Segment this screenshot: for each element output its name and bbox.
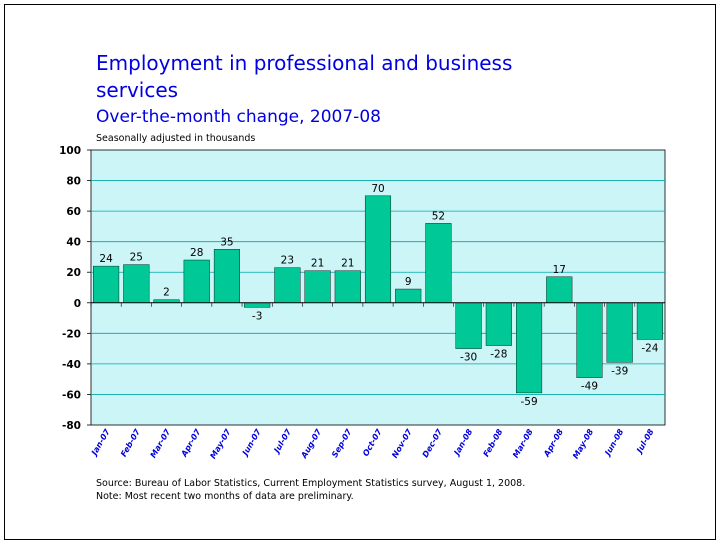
x-tick-label: Aug-07: [299, 427, 324, 461]
y-tick-label: 20: [66, 267, 81, 279]
bar: [123, 264, 150, 303]
x-tick-label: Oct-07: [361, 427, 384, 458]
y-tick-label: -40: [62, 359, 81, 371]
y-tick-label: -80: [62, 420, 81, 432]
bar-value-label: 52: [432, 210, 445, 222]
bar-value-label: 21: [341, 258, 354, 270]
x-tick-label: Dec-07: [421, 427, 445, 459]
y-tick-label: 60: [66, 206, 81, 218]
bar: [516, 302, 543, 394]
bar: [274, 267, 301, 303]
x-tick-label: Apr-07: [179, 427, 203, 459]
bar-value-label: -59: [520, 396, 537, 408]
x-tick-label: May-08: [571, 427, 595, 460]
bar-value-label: -24: [641, 342, 658, 354]
x-tick-label: Mar-07: [149, 427, 173, 459]
bar-value-label: 70: [371, 183, 384, 195]
bar-value-label: 2: [163, 287, 170, 299]
bar: [485, 302, 512, 346]
x-tick-label: Feb-07: [119, 427, 142, 458]
x-tick-label: Feb-08: [482, 427, 505, 458]
bar: [364, 195, 392, 303]
x-tick-label: May-07: [208, 427, 232, 460]
bar: [576, 302, 603, 378]
chart-notes: Source: Bureau of Labor Statistics, Curr…: [96, 477, 525, 503]
bar: [546, 276, 573, 303]
x-tick-label: Nov-07: [390, 427, 414, 459]
bar-value-label: -28: [490, 349, 507, 361]
x-tick-label: Jul-08: [634, 427, 656, 456]
bar: [93, 265, 120, 303]
bar-value-label: 35: [220, 236, 233, 248]
chart-title: Employment in professional and business …: [96, 51, 513, 102]
bar-value-label: -3: [252, 310, 262, 322]
bar-value-label: 23: [281, 255, 294, 267]
bar: [334, 270, 361, 303]
bar: [425, 223, 452, 303]
y-tick-label: 0: [74, 298, 81, 310]
preliminary-note: Note: Most recent two months of data are…: [96, 491, 354, 502]
x-tick-label: Sep-07: [330, 427, 354, 459]
x-tick-label: Jun-07: [240, 427, 263, 459]
y-tick-label: 100: [59, 145, 81, 157]
y-tick-label: 80: [66, 176, 81, 188]
bar: [304, 270, 331, 303]
x-tick-label: Jan-08: [451, 427, 474, 458]
x-tick-label: Jun-08: [602, 427, 625, 459]
bar-value-label: 9: [405, 276, 412, 288]
bar: [395, 288, 422, 303]
x-tick-label: Jan-07: [89, 427, 112, 458]
y-tick-label: 40: [66, 237, 81, 249]
y-tick-label: -60: [62, 389, 81, 401]
bar: [455, 302, 482, 349]
bar-value-label: -39: [611, 365, 628, 377]
bar-value-label: 28: [190, 247, 203, 259]
bar: [213, 249, 240, 303]
bar: [183, 259, 210, 303]
bar: [244, 302, 271, 308]
bar-value-label: 21: [311, 258, 324, 270]
x-tick-label: Apr-08: [542, 427, 566, 459]
chart-subtitle: Over-the-month change, 2007-08: [96, 107, 381, 127]
bar-value-label: -30: [460, 352, 477, 364]
x-tick-label: Jul-07: [271, 427, 293, 456]
bar-value-label: -49: [581, 381, 598, 393]
bar-value-label: 25: [130, 252, 143, 264]
x-tick-label: Mar-08: [511, 427, 535, 459]
source-note: Source: Bureau of Labor Statistics, Curr…: [96, 478, 526, 489]
bar-value-label: 17: [553, 264, 566, 276]
bar: [636, 302, 663, 340]
y-tick-label: -20: [62, 328, 81, 340]
bar-value-label: 24: [99, 253, 113, 265]
bar: [606, 302, 633, 363]
y-axis-units-label: Seasonally adjusted in thousands: [96, 133, 256, 144]
